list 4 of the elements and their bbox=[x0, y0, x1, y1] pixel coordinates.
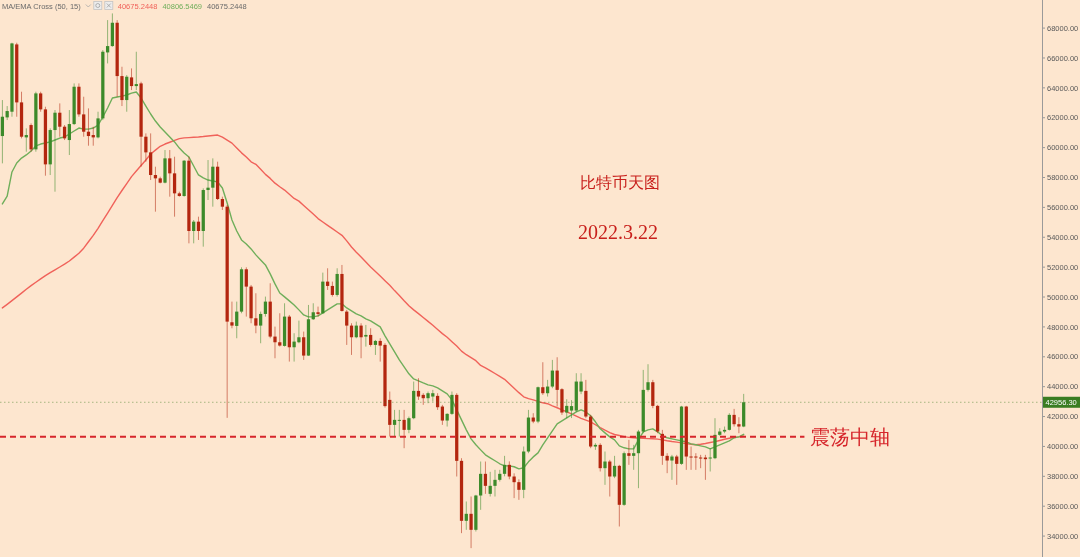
subtitle: 2022.3.22 bbox=[578, 221, 658, 243]
ref-line: 震荡中轴 bbox=[0, 425, 891, 448]
title: 比特币天图 bbox=[580, 174, 660, 191]
ref-line-label: 震荡中轴 bbox=[810, 425, 891, 448]
